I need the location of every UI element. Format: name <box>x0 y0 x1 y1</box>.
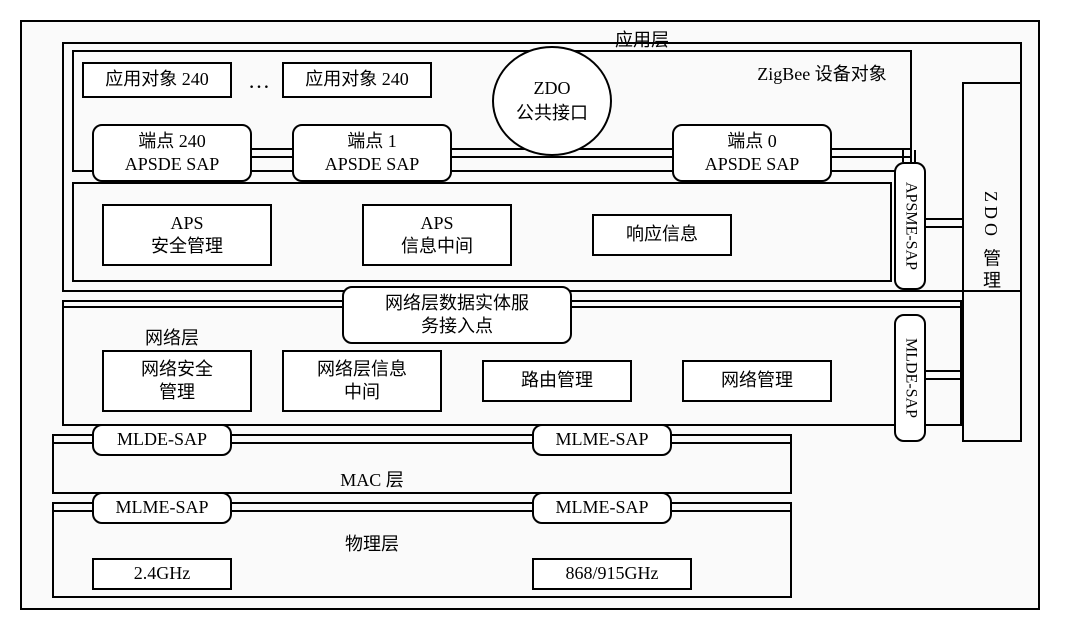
aps-msg-l1: APS <box>420 212 453 235</box>
nwk-msg-l2: 中间 <box>344 381 380 404</box>
mac-layer-title: MAC 层 <box>322 466 422 492</box>
zdo-l2: 公共接口 <box>516 101 588 126</box>
nwk-layer-title: 网络层 <box>122 324 222 350</box>
mac-mlme-sap: MLME-SAP <box>532 424 672 456</box>
nlde-l1: 网络层数据实体服 <box>385 292 529 315</box>
endpoint-1-box: 端点 1 APSDE SAP <box>292 124 452 182</box>
app-object-240-b: 应用对象 240 <box>282 62 432 98</box>
freq-868-915ghz: 868/915GHz <box>532 558 692 590</box>
nwk-mgmt: 网络管理 <box>682 360 832 402</box>
zdo-public-interface-circle: ZDO 公共接口 <box>492 46 612 156</box>
mlde-conn-2 <box>926 378 962 380</box>
zigbee-architecture-diagram: 应用层 ZigBee 设备对象 ZDO 管理 应用对象 240 … 应用对象 2… <box>20 20 1040 610</box>
ep-connect-3b <box>832 156 910 158</box>
mlde-sap-vertical-box: MLDE-SAP <box>894 314 926 442</box>
apsme-conn-3 <box>926 218 962 220</box>
ep1-label: 端点 1 <box>347 130 397 153</box>
apsme-sap-box: APSME-SAP <box>894 162 926 290</box>
nwk-msg-l1: 网络层信息 <box>317 358 407 381</box>
ep-connect-2b <box>452 156 672 158</box>
freq-2-4ghz: 2.4GHz <box>92 558 232 590</box>
ep-connect-1a <box>252 148 292 150</box>
zdo-l1: ZDO <box>534 76 571 101</box>
ep0-sap: APSDE SAP <box>705 153 800 176</box>
mlde-sap-v-label: MLDE-SAP <box>900 338 921 418</box>
phy-layer-title: 物理层 <box>322 530 422 556</box>
ellipsis: … <box>244 68 274 94</box>
ep240-label: 端点 240 <box>138 130 206 153</box>
response-info: 响应信息 <box>592 214 732 256</box>
apsme-conn-4 <box>926 226 962 228</box>
aps-msg-middle: APS 信息中间 <box>362 204 512 266</box>
ep1-sap: APSDE SAP <box>325 153 420 176</box>
ep-connect-3a <box>832 148 910 150</box>
phy-mlme-sap-right: MLME-SAP <box>532 492 672 524</box>
ep240-sap: APSDE SAP <box>125 153 220 176</box>
nwk-security-mgmt: 网络安全 管理 <box>102 350 252 412</box>
aps-security-mgmt: APS 安全管理 <box>102 204 272 266</box>
ep0-label: 端点 0 <box>727 130 777 153</box>
nlde-sap-box: 网络层数据实体服 务接入点 <box>342 286 572 344</box>
ep-connect-1b <box>252 156 292 158</box>
phy-mlme-sap-left: MLME-SAP <box>92 492 232 524</box>
nlde-l2: 务接入点 <box>421 315 493 338</box>
mlde-conn-1 <box>926 370 962 372</box>
endpoint-0-box: 端点 0 APSDE SAP <box>672 124 832 182</box>
nwk-sec-l2: 管理 <box>159 381 195 404</box>
aps-sec-l2: 安全管理 <box>151 235 223 258</box>
zdo-mgmt-label: ZDO 管理 <box>978 182 1004 302</box>
aps-msg-l2: 信息中间 <box>401 235 473 258</box>
app-object-240-a: 应用对象 240 <box>82 62 232 98</box>
apsme-conn-2 <box>914 150 916 162</box>
nwk-msg-middle: 网络层信息 中间 <box>282 350 442 412</box>
mac-mlde-sap: MLDE-SAP <box>92 424 232 456</box>
nwk-sec-l1: 网络安全 <box>141 358 213 381</box>
apsme-conn-1 <box>902 150 904 162</box>
route-mgmt: 路由管理 <box>482 360 632 402</box>
endpoint-240-box: 端点 240 APSDE SAP <box>92 124 252 182</box>
apsme-sap-label: APSME-SAP <box>900 182 921 270</box>
aps-sec-l1: APS <box>170 212 203 235</box>
